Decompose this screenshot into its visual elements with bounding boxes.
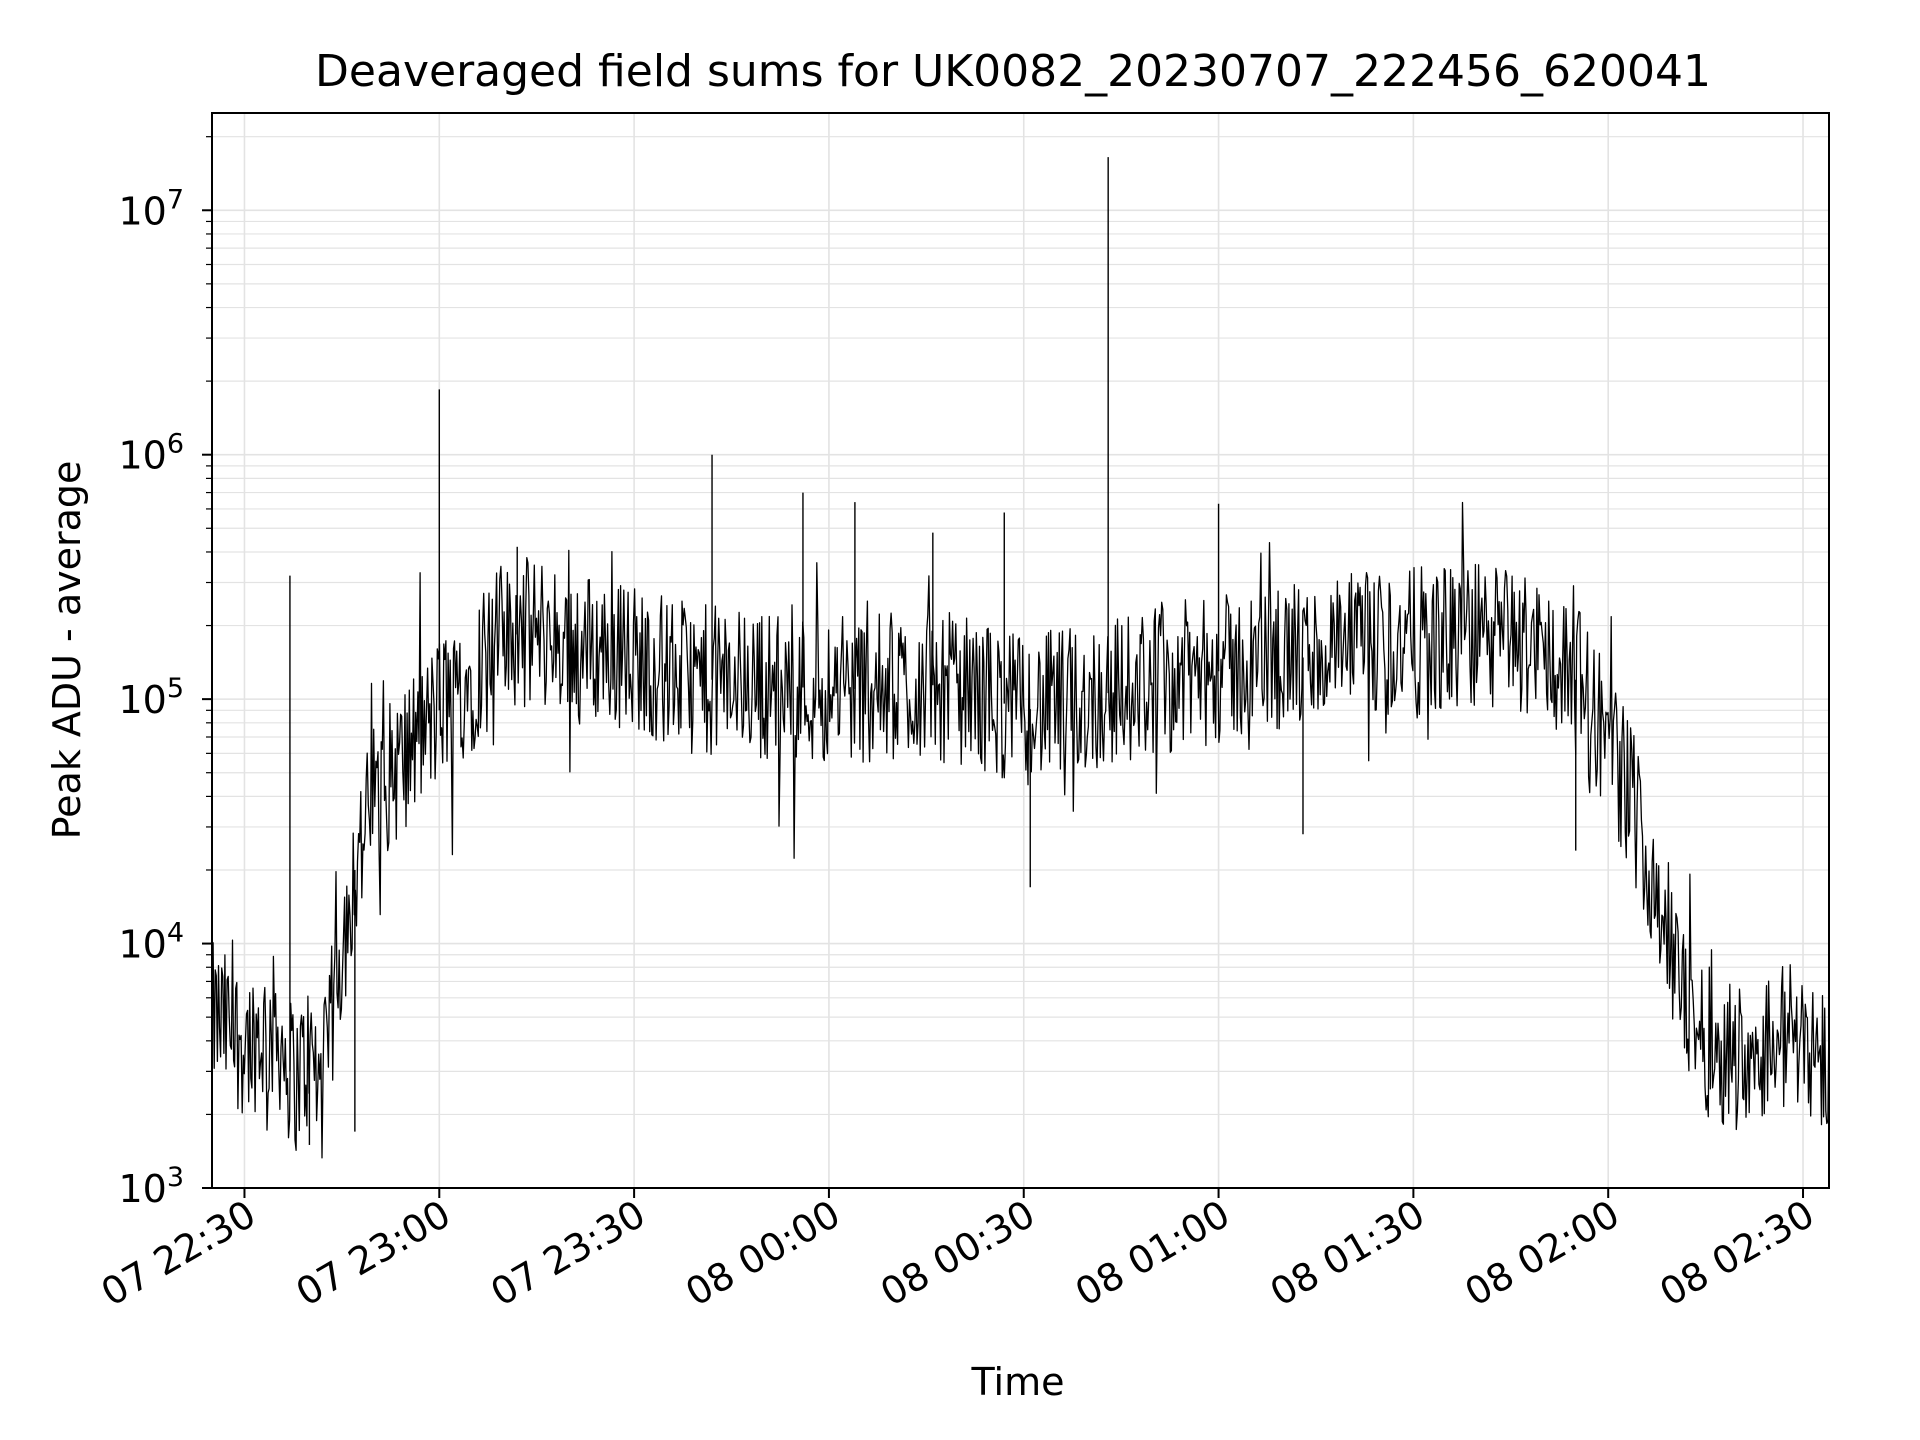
y-tick-base: 10 [118,189,166,233]
y-tick-label: 105 [118,673,184,722]
y-tick-base: 10 [118,923,166,967]
y-tick-label: 107 [118,184,184,233]
y-tick-label: 103 [118,1162,184,1211]
series-line [211,501,1830,1159]
spike-layer [289,157,1577,1145]
y-tick-base: 10 [118,1167,166,1211]
y-tick-exponent: 3 [167,1162,184,1193]
x-axis: 07 22:30 07 23:00 07 23:30 08 00:00 08 00:30… [94,1188,1822,1315]
y-tick-exponent: 5 [167,673,184,704]
y-tick-label: 104 [118,918,184,967]
y-tick-exponent: 7 [167,184,184,215]
x-tick-label: 08 01:00 [1068,1192,1237,1315]
y-tick-base: 10 [118,678,166,722]
plot-frame [211,112,1830,1189]
y-tick-base: 10 [118,434,166,478]
y-tick-exponent: 4 [167,918,184,949]
x-tick-label: 07 23:00 [289,1192,458,1315]
y-tick-exponent: 6 [167,429,184,460]
x-tick-label: 08 00:00 [678,1192,847,1315]
y-tick-label: 106 [118,429,184,478]
chart-title: Deaveraged field sums for UK0082_2023070… [315,46,1711,97]
x-tick-label: 08 01:30 [1263,1192,1432,1315]
x-tick-label: 08 02:30 [1652,1192,1821,1315]
x-tick-label: 08 02:00 [1458,1192,1627,1315]
x-tick-label: 07 23:30 [483,1192,652,1315]
y-axis-label: Peak ADU - average [45,461,89,840]
x-tick-label: 08 00:30 [873,1192,1042,1315]
x-axis-label: Time [971,1360,1065,1404]
